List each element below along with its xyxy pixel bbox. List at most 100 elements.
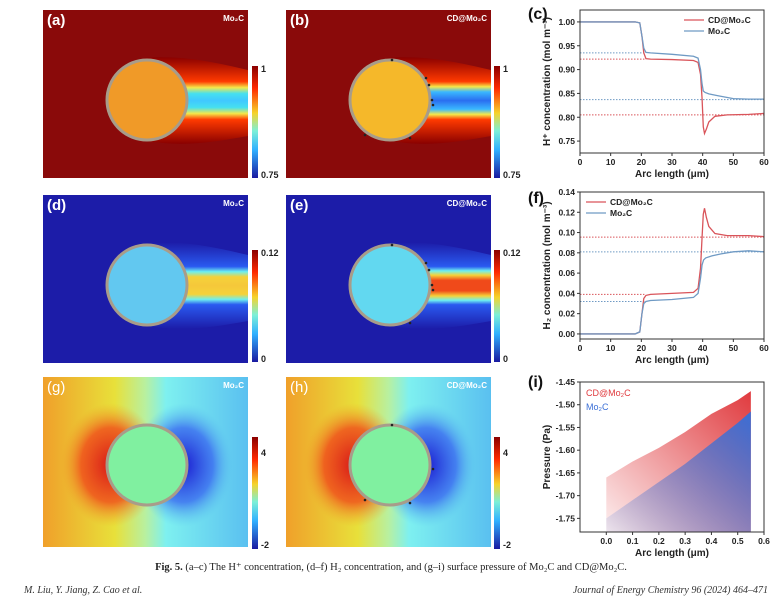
colorbar-a <box>252 66 258 178</box>
colorbar-h <box>494 437 500 549</box>
heatmap-a <box>43 10 248 178</box>
panel-e-h2-concentration-map: (e) CD@Mo₂C <box>286 195 491 363</box>
footer-authors: M. Liu, Y. Jiang, Z. Cao et al. <box>24 585 143 596</box>
x-tick-label: 20 <box>637 157 647 167</box>
y-tick-label: 0.75 <box>558 136 575 146</box>
cd-particles <box>390 243 435 325</box>
colorbar-g <box>252 437 258 549</box>
panel-h-pressure-map: (h) CD@Mo₂C <box>286 377 491 547</box>
x-tick-label: 0.3 <box>679 536 691 546</box>
y-tick-label: 0.90 <box>558 65 575 75</box>
panel-label-f: (f) <box>528 190 544 207</box>
y-tick-label: 0.85 <box>558 88 575 98</box>
material-label: Mo₂C <box>223 381 244 390</box>
colorbar-g-max: 4 <box>261 448 267 458</box>
x-tick-label: 40 <box>698 157 708 167</box>
y-tick-label: 0.10 <box>558 228 575 238</box>
colorbar-a-max: 1 <box>261 64 267 74</box>
panel-label: (d) <box>47 197 67 214</box>
material-label: CD@Mo₂C <box>446 199 487 208</box>
figure-label: Fig. 5. <box>155 562 183 573</box>
colorbar-d <box>252 250 258 362</box>
colorbar-b-max: 1 <box>503 64 509 74</box>
heatmap-e <box>286 195 491 363</box>
y-tick-label: 0.06 <box>558 268 575 278</box>
y-tick-label: -1.50 <box>556 400 576 410</box>
plot-frame <box>579 381 765 533</box>
panel-label: (a) <box>47 12 66 29</box>
colorbar-b <box>494 66 500 178</box>
plot-frame <box>579 9 765 154</box>
x-tick-label: 10 <box>606 157 616 167</box>
x-tick-label: 0.2 <box>653 536 665 546</box>
panel-label: (b) <box>290 12 310 29</box>
heatmap-b <box>286 10 491 178</box>
x-tick-label: 0.0 <box>600 536 612 546</box>
y-tick-label: 0.00 <box>558 329 575 339</box>
colorbar-b-min: 0.75 <box>503 170 521 180</box>
colorbar-g-min: -2 <box>261 540 270 550</box>
x-axis-label: Arc length (μm) <box>635 355 709 366</box>
panel-label: (g) <box>47 379 66 396</box>
legend-label: CD@Mo₂C <box>610 197 653 207</box>
heatmap-h <box>286 377 491 547</box>
y-tick-label: -1.70 <box>556 491 576 501</box>
panel-d-h2-concentration-map: (d) Mo₂C <box>43 195 248 363</box>
material-label: CD@Mo₂C <box>446 381 487 390</box>
colorbar-e-max: 0.12 <box>503 248 521 258</box>
y-tick-label: 0.95 <box>558 41 575 51</box>
panel-a-h-concentration-map: (a) Mo₂C <box>43 10 248 178</box>
panel-label-c: (c) <box>528 6 548 23</box>
caption-text: (a–c) The H⁺ concentration, (d–f) H₂ con… <box>182 562 627 573</box>
panel-g-pressure-map: (g) Mo₂C <box>43 377 248 547</box>
panel-b-h-concentration-map: (b) CD@Mo₂C <box>286 10 491 178</box>
x-tick-label: 30 <box>667 157 677 167</box>
series-line-mo2c <box>580 21 764 100</box>
colorbar-h-max: 4 <box>503 448 509 458</box>
series-line-mo2c <box>580 250 765 335</box>
y-tick-label: -1.60 <box>556 445 576 455</box>
cd-particles <box>363 423 435 505</box>
figure-caption: Fig. 5. (a–c) The H⁺ concentration, (d–f… <box>0 561 782 573</box>
x-tick-label: 60 <box>759 157 769 167</box>
x-axis-label: Arc length (μm) <box>635 548 709 559</box>
panel-label-i: (i) <box>528 374 544 391</box>
y-tick-label: -1.45 <box>556 377 576 387</box>
x-tick-label: 40 <box>698 343 708 353</box>
y-tick-label: 0.02 <box>558 309 575 319</box>
legend-label: CD@Mo₂C <box>708 15 751 25</box>
y-axis-label: H₂ concentration (mol m⁻³) <box>542 201 553 329</box>
y-tick-label: 0.80 <box>558 112 575 122</box>
colorbar-e-min: 0 <box>503 354 509 364</box>
x-tick-label: 0.4 <box>706 536 718 546</box>
x-tick-label: 50 <box>729 343 739 353</box>
y-tick-label: -1.55 <box>556 422 576 432</box>
y-tick-label: -1.75 <box>556 513 576 523</box>
colorbar-d-max: 0.12 <box>261 248 279 258</box>
chart-h-concentration: 0 10 20 30 40 50 60 0.75 0.80 0.85 0.90 0.95 1.00 Arc… <box>542 9 769 180</box>
y-axis-label: Pressure (Pa) <box>542 425 553 489</box>
x-tick-label: 0 <box>578 157 583 167</box>
colorbar-a-min: 0.75 <box>261 170 279 180</box>
y-tick-label: 0.04 <box>558 288 575 298</box>
cd-particles <box>363 58 435 140</box>
x-axis-label: Arc length (μm) <box>635 169 709 180</box>
area-mo2c <box>606 411 751 532</box>
y-tick-label: 0.08 <box>558 248 575 258</box>
legend-label: Mo₂C <box>610 208 632 218</box>
plot-frame <box>579 191 765 340</box>
series-line-cd-mo2c <box>580 21 765 136</box>
colorbar-d-min: 0 <box>261 354 267 364</box>
heatmap-g <box>43 377 248 547</box>
x-tick-label: 0.1 <box>627 536 639 546</box>
material-label: CD@Mo₂C <box>446 14 487 23</box>
x-tick-label: 10 <box>606 343 616 353</box>
y-tick-label: 0.14 <box>558 187 575 197</box>
series-line-cd-mo2c <box>580 208 765 335</box>
chart-surface-pressure: 0.0 0.1 0.2 0.3 0.4 0.5 0.6 -1.75 -1.70 -1.65 -1.6… <box>542 377 770 559</box>
chart-h2-concentration: 0 10 20 30 40 50 60 0.00 0.02 0.04 0.06 0.08 0.10 0.1… <box>542 187 769 366</box>
colorbar-h-min: -2 <box>503 540 512 550</box>
x-tick-label: 60 <box>759 343 769 353</box>
material-label: Mo₂C <box>223 199 244 208</box>
y-axis-label: H⁺ concentration (mol m⁻³) <box>542 17 553 146</box>
